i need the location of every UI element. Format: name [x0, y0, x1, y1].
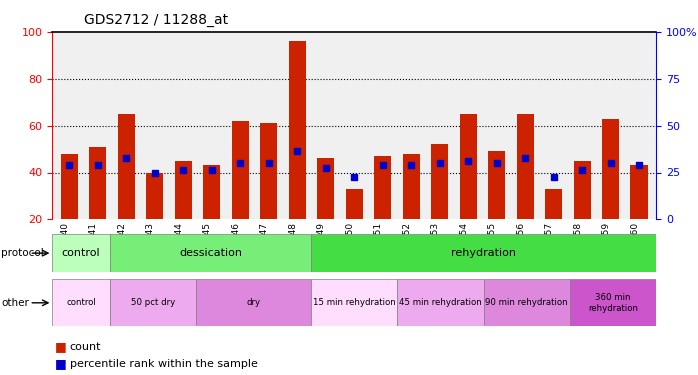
Bar — [61, 154, 78, 219]
Bar — [403, 154, 419, 219]
Text: GDS2712 / 11288_at: GDS2712 / 11288_at — [84, 13, 228, 27]
Text: percentile rank within the sample: percentile rank within the sample — [70, 359, 258, 369]
Text: ■: ■ — [54, 357, 66, 370]
Text: control: control — [66, 298, 96, 307]
Bar — [397, 279, 484, 326]
Text: count: count — [70, 342, 101, 352]
Bar — [570, 279, 656, 326]
Text: dry: dry — [246, 298, 260, 307]
Bar — [311, 279, 397, 326]
Text: other: other — [1, 298, 29, 308]
Text: ■: ■ — [54, 340, 66, 353]
Bar — [232, 121, 249, 219]
Bar — [459, 114, 477, 219]
Bar — [484, 279, 570, 326]
Bar — [346, 189, 363, 219]
Bar — [311, 234, 656, 272]
Text: control: control — [62, 248, 101, 258]
Text: 90 min rehydration: 90 min rehydration — [485, 298, 568, 307]
Bar — [289, 41, 306, 219]
Bar — [317, 158, 334, 219]
Bar — [147, 172, 163, 219]
Bar — [196, 279, 311, 326]
Text: rehydration: rehydration — [451, 248, 516, 258]
Bar — [517, 114, 534, 219]
Text: protocol: protocol — [1, 248, 44, 258]
Bar — [545, 189, 562, 219]
Text: 45 min rehydration: 45 min rehydration — [399, 298, 482, 307]
Bar — [52, 279, 110, 326]
Text: 50 pct dry: 50 pct dry — [131, 298, 175, 307]
Bar — [110, 234, 311, 272]
Bar — [260, 123, 277, 219]
Bar — [174, 161, 192, 219]
Text: dessication: dessication — [179, 248, 242, 258]
Bar — [110, 279, 196, 326]
Bar — [118, 114, 135, 219]
Bar — [52, 234, 110, 272]
Bar — [89, 147, 107, 219]
Bar — [431, 144, 448, 219]
Text: 15 min rehydration: 15 min rehydration — [313, 298, 396, 307]
Text: 360 min
rehydration: 360 min rehydration — [588, 293, 638, 312]
Bar — [374, 156, 392, 219]
Bar — [203, 165, 221, 219]
Bar — [574, 161, 591, 219]
Bar — [488, 152, 505, 219]
Bar — [630, 165, 648, 219]
Bar — [602, 118, 619, 219]
